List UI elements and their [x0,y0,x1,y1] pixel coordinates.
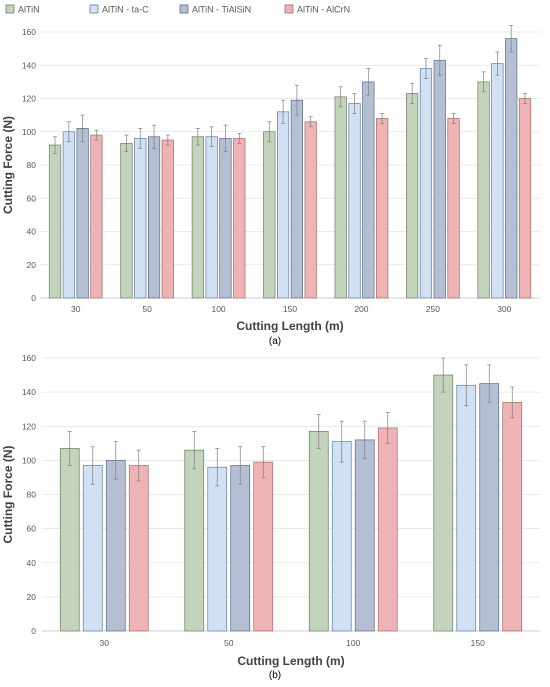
bar-series-3 [230,465,251,632]
legend-swatch-4 [284,4,294,14]
bar-series-2 [456,384,477,632]
y-tick-label: 140 [22,387,36,397]
bar-series-1 [477,81,490,299]
bar-series-4 [447,118,460,299]
bar-series-3 [76,128,89,299]
chart-panel-a: 0 20 40 60 80 100 120 140 160 30 50 100 150 200 250 300… [1,25,540,347]
bar-series-4 [128,465,149,632]
bar-series-3 [479,383,500,632]
y-tick-label: 40 [27,558,37,568]
x-tick-label: 50 [142,304,152,314]
bar-series-3 [105,460,126,632]
x-tick-label: 300 [497,304,511,314]
y-tick-label: 100 [22,455,36,465]
legend-label-3: AlTiN - TiAlSiN [192,5,251,15]
bar-series-2 [62,131,75,299]
bar-series-4 [502,402,523,632]
y-tick-label: 120 [22,94,36,104]
y-tick-label: 20 [27,592,37,602]
bar-series-4 [376,118,389,299]
bar-series-1 [184,449,205,632]
x-tick-label: 150 [471,638,485,648]
y-tick-label: 40 [27,227,37,237]
x-tick-label: 200 [354,304,368,314]
legend-swatch-3 [179,4,189,14]
bar-series-1 [308,431,329,632]
bar-series-2 [419,68,433,299]
bar-series-2 [82,465,103,632]
bar-series-4 [377,427,398,632]
bar-series-4 [233,138,246,299]
bar-series-4 [90,134,103,299]
x-tick-label: 100 [211,304,225,314]
x-tick-label: 30 [71,304,81,314]
legend-swatch-1 [5,4,15,14]
x-tick-label: 250 [426,304,440,314]
bar-series-3 [290,99,303,299]
bar-series-1 [433,374,454,632]
bar-series-3 [219,138,232,299]
x-axis-label: Cutting Length (m) [237,654,344,668]
bar-series-2 [205,136,218,299]
y-tick-label: 120 [22,421,36,431]
bar-series-3 [362,81,375,299]
x-tick-label: 100 [346,638,360,648]
y-tick-label: 160 [22,353,36,363]
bar-series-2 [207,466,228,632]
bar-series-2 [134,138,147,299]
bar-series-1 [406,93,419,299]
legend-swatch-2 [89,4,99,14]
bar-series-4 [518,98,532,299]
y-tick-label: 60 [27,193,37,203]
chart-panel-b: 0 20 40 60 80 100 120 140 160 30 50 100 150 Cutting L… [1,353,540,681]
y-tick-label: 60 [27,524,37,534]
bar-series-2 [491,63,504,299]
x-tick-label: 30 [100,638,110,648]
bar-series-1 [334,96,347,299]
panel-label: (b) [269,670,281,681]
y-tick-label: 0 [31,626,36,636]
bar-series-4 [161,139,174,299]
bar-series-3 [505,38,518,299]
bar-series-2 [277,111,290,299]
bar-series-1 [120,143,133,299]
y-tick-label: 80 [27,160,37,170]
x-tick-label: 150 [283,304,297,314]
bar-series-4 [253,461,274,632]
bar-series-1 [191,136,204,299]
y-axis-label: Cutting Force (N) [1,446,15,544]
legend-label-4: AlTiN - AlCrN [297,5,350,15]
legend-label-1: AlTiN [18,5,40,15]
x-axis-label: Cutting Length (m) [236,319,343,333]
bar-series-1 [48,144,62,299]
legend-label-2: AlTiN - ta-C [102,5,149,15]
bar-series-1 [59,448,80,632]
y-tick-label: 160 [22,27,36,37]
bar-series-3 [433,59,446,299]
bar-series-2 [348,103,361,299]
y-tick-label: 80 [27,490,37,500]
bar-series-1 [263,131,276,299]
y-axis-label: Cutting Force (N) [1,116,15,214]
y-tick-label: 20 [27,260,37,270]
y-tick-label: 100 [22,127,36,137]
bar-series-3 [354,439,375,632]
bar-series-2 [331,441,352,632]
bar-series-4 [304,121,317,299]
y-tick-label: 140 [22,60,36,70]
y-tick-label: 0 [31,293,36,303]
legend: AlTiN AlTiN - ta-C AlTiN - TiAlSiN AlTiN - … [5,4,350,15]
x-tick-label: 50 [224,638,234,648]
panel-label: (a) [269,336,281,347]
bar-series-3 [147,136,161,299]
